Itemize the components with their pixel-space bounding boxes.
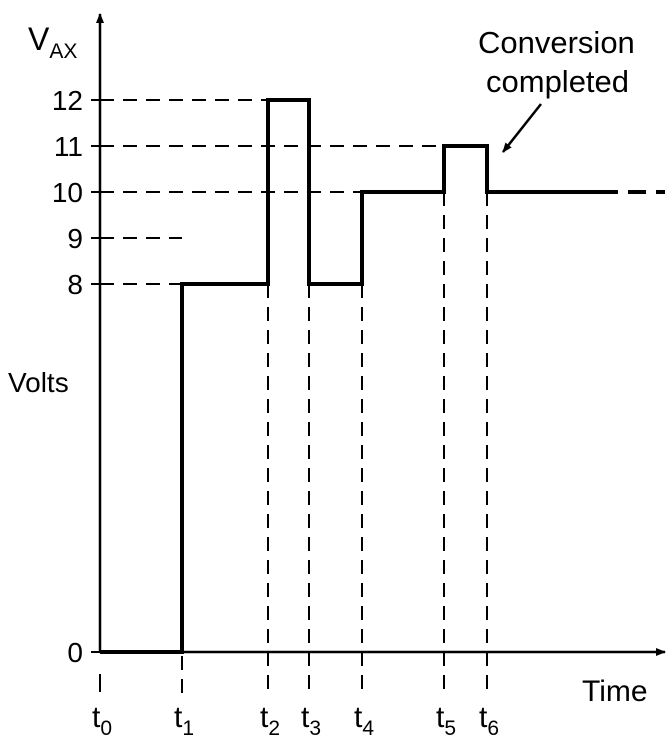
x-axis-label: Time xyxy=(582,675,648,708)
annotation-line-2: completed xyxy=(486,64,629,99)
xtick-label-main: t xyxy=(260,701,269,734)
reference-lines xyxy=(99,99,488,696)
axes xyxy=(91,13,666,656)
y-axis-symbol: VAX xyxy=(28,21,77,63)
xtick-label-sub: 1 xyxy=(182,717,194,740)
ytick-label: 10 xyxy=(52,177,83,208)
y-axis-symbol-main: V xyxy=(28,21,50,57)
ytick-label: 12 xyxy=(52,85,83,116)
ytick-label: 11 xyxy=(54,131,83,162)
y-axis-label: Volts xyxy=(8,367,69,398)
xtick-label-sub: 0 xyxy=(100,717,112,740)
xtick-label-main: t xyxy=(436,701,445,734)
xtick-label: t6 xyxy=(479,701,499,740)
xtick-label-sub: 2 xyxy=(268,717,280,740)
xtick-label-main: t xyxy=(174,701,183,734)
series xyxy=(100,98,665,654)
xtick-label-sub: 6 xyxy=(487,717,499,740)
xtick-label-sub: 4 xyxy=(362,717,374,740)
xtick-label-main: t xyxy=(354,701,363,734)
annotation-arrow xyxy=(502,103,542,153)
ytick-label: 0 xyxy=(67,637,83,668)
xtick-label: t0 xyxy=(92,701,112,740)
xtick-label-main: t xyxy=(92,701,101,734)
xtick-label: t1 xyxy=(174,701,194,740)
series-line xyxy=(100,98,600,654)
annotation-line-1: Conversion xyxy=(478,25,635,60)
xtick-label: t5 xyxy=(436,701,456,740)
y-axis-symbol-sub: AX xyxy=(49,40,77,63)
xtick-label-sub: 5 xyxy=(444,717,456,740)
xtick-label-main: t xyxy=(479,701,488,734)
ytick-label: 8 xyxy=(67,269,83,300)
xtick-label-main: t xyxy=(301,701,310,734)
xtick-label: t2 xyxy=(260,701,280,740)
xtick-label: t3 xyxy=(301,701,321,740)
ytick-label: 9 xyxy=(67,223,83,254)
xtick-label-sub: 3 xyxy=(309,717,321,740)
xtick-label: t4 xyxy=(354,701,374,740)
